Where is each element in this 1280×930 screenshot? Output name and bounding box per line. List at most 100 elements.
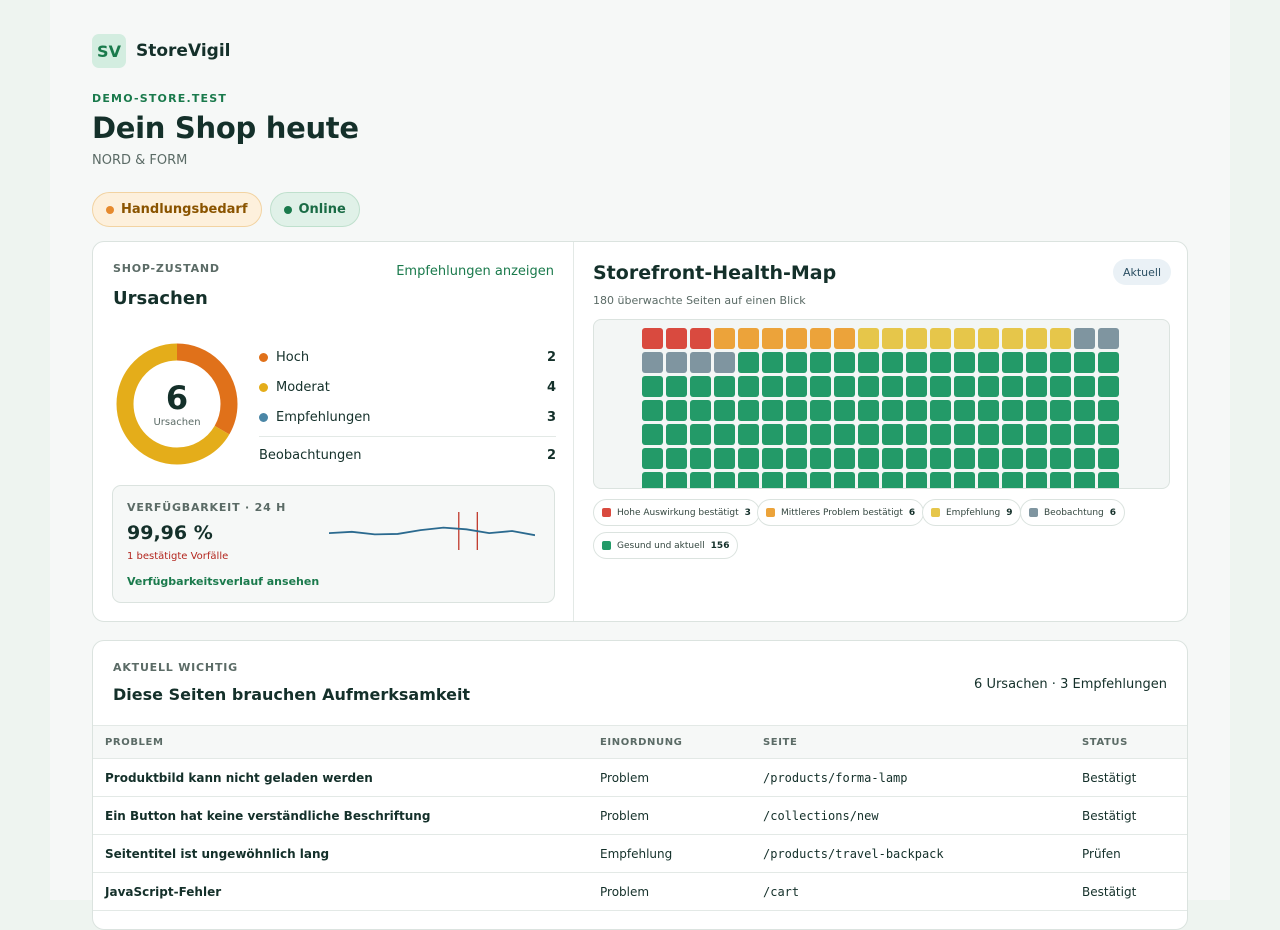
health-cell-healthy[interactable]	[978, 424, 999, 445]
health-cell-healthy[interactable]	[642, 472, 663, 488]
health-cell-healthy[interactable]	[906, 352, 927, 373]
health-cell-recommendation[interactable]	[882, 328, 903, 349]
health-cell-healthy[interactable]	[1050, 448, 1071, 469]
health-cell-recommendation[interactable]	[954, 328, 975, 349]
health-cell-healthy[interactable]	[786, 448, 807, 469]
health-cell-healthy[interactable]	[834, 472, 855, 488]
health-cell-healthy[interactable]	[762, 352, 783, 373]
health-cell-healthy[interactable]	[642, 376, 663, 397]
legend-chip-observation[interactable]: Beobachtung 6	[1020, 499, 1126, 526]
health-cell-healthy[interactable]	[882, 472, 903, 488]
health-cell-medium-problem[interactable]	[762, 328, 783, 349]
health-cell-healthy[interactable]	[810, 352, 831, 373]
column-header-page[interactable]: SEITE	[751, 725, 1070, 759]
table-row[interactable]: Seitentitel ist ungewöhnlich lang Empfeh…	[93, 834, 1187, 873]
health-cell-healthy[interactable]	[858, 352, 879, 373]
health-cell-healthy[interactable]	[1074, 424, 1095, 445]
health-cell-healthy[interactable]	[738, 448, 759, 469]
legend-chip-recommendation[interactable]: Empfehlung 9	[922, 499, 1022, 526]
health-cell-healthy[interactable]	[1098, 400, 1119, 421]
column-header-problem[interactable]: PROBLEM	[93, 725, 588, 759]
health-cell-healthy[interactable]	[666, 400, 687, 421]
health-cell-healthy[interactable]	[954, 352, 975, 373]
health-cell-healthy[interactable]	[906, 448, 927, 469]
brand[interactable]: SV StoreVigil	[92, 34, 1188, 68]
legend-item-observations[interactable]: Beobachtungen 2	[259, 437, 556, 473]
health-cell-healthy[interactable]	[738, 352, 759, 373]
health-cell-healthy[interactable]	[690, 424, 711, 445]
health-cell-recommendation[interactable]	[930, 328, 951, 349]
health-cell-healthy[interactable]	[810, 424, 831, 445]
health-cell-healthy[interactable]	[1026, 376, 1047, 397]
health-cell-healthy[interactable]	[930, 424, 951, 445]
health-cell-observation[interactable]	[714, 352, 735, 373]
health-cell-healthy[interactable]	[1002, 376, 1023, 397]
health-cell-healthy[interactable]	[1074, 352, 1095, 373]
health-cell-healthy[interactable]	[858, 400, 879, 421]
health-cell-healthy[interactable]	[738, 400, 759, 421]
health-cell-healthy[interactable]	[666, 472, 687, 488]
health-cell-high-impact[interactable]	[666, 328, 687, 349]
health-cell-healthy[interactable]	[1074, 376, 1095, 397]
health-cell-healthy[interactable]	[978, 448, 999, 469]
table-row[interactable]: Ein Button hat keine verständliche Besch…	[93, 796, 1187, 835]
health-cell-healthy[interactable]	[762, 376, 783, 397]
health-cell-healthy[interactable]	[858, 424, 879, 445]
health-cell-healthy[interactable]	[930, 400, 951, 421]
health-cell-healthy[interactable]	[738, 424, 759, 445]
health-cell-healthy[interactable]	[834, 400, 855, 421]
health-cell-healthy[interactable]	[978, 376, 999, 397]
health-cell-healthy[interactable]	[1098, 424, 1119, 445]
health-cell-healthy[interactable]	[930, 472, 951, 488]
health-cell-healthy[interactable]	[1050, 472, 1071, 488]
health-cell-healthy[interactable]	[810, 472, 831, 488]
column-header-category[interactable]: EINORDNUNG	[588, 725, 751, 759]
health-cell-recommendation[interactable]	[858, 328, 879, 349]
legend-chip-high-impact[interactable]: Hohe Auswirkung bestätigt 3	[593, 499, 760, 526]
health-cell-healthy[interactable]	[714, 400, 735, 421]
health-cell-healthy[interactable]	[882, 424, 903, 445]
legend-chip-healthy[interactable]: Gesund und aktuell 156	[593, 532, 739, 559]
health-cell-healthy[interactable]	[978, 400, 999, 421]
health-cell-healthy[interactable]	[954, 376, 975, 397]
health-cell-healthy[interactable]	[642, 424, 663, 445]
health-cell-healthy[interactable]	[666, 376, 687, 397]
health-cell-healthy[interactable]	[954, 424, 975, 445]
health-cell-medium-problem[interactable]	[738, 328, 759, 349]
health-cell-healthy[interactable]	[714, 424, 735, 445]
health-cell-medium-problem[interactable]	[714, 328, 735, 349]
health-cell-healthy[interactable]	[690, 400, 711, 421]
health-cell-observation[interactable]	[666, 352, 687, 373]
health-cell-healthy[interactable]	[1002, 448, 1023, 469]
health-cell-healthy[interactable]	[1026, 472, 1047, 488]
health-cell-healthy[interactable]	[906, 376, 927, 397]
health-cell-medium-problem[interactable]	[834, 328, 855, 349]
health-cell-healthy[interactable]	[666, 448, 687, 469]
health-cell-healthy[interactable]	[834, 352, 855, 373]
health-cell-healthy[interactable]	[978, 352, 999, 373]
column-header-status[interactable]: STATUS	[1070, 725, 1187, 759]
legend-item-moderate[interactable]: Moderat 4	[259, 372, 556, 402]
health-cell-observation[interactable]	[690, 352, 711, 373]
health-cell-healthy[interactable]	[906, 472, 927, 488]
health-cell-healthy[interactable]	[930, 448, 951, 469]
health-cell-recommendation[interactable]	[1002, 328, 1023, 349]
health-cell-healthy[interactable]	[762, 448, 783, 469]
health-cell-healthy[interactable]	[738, 472, 759, 488]
health-cell-medium-problem[interactable]	[810, 328, 831, 349]
health-cell-healthy[interactable]	[954, 448, 975, 469]
health-cell-healthy[interactable]	[714, 472, 735, 488]
health-cell-observation[interactable]	[1098, 328, 1119, 349]
health-cell-healthy[interactable]	[978, 472, 999, 488]
health-cell-healthy[interactable]	[762, 472, 783, 488]
health-cell-healthy[interactable]	[1098, 448, 1119, 469]
health-cell-healthy[interactable]	[882, 376, 903, 397]
health-cell-high-impact[interactable]	[642, 328, 663, 349]
health-cell-healthy[interactable]	[786, 424, 807, 445]
health-cell-healthy[interactable]	[930, 352, 951, 373]
health-cell-healthy[interactable]	[1050, 424, 1071, 445]
health-cell-observation[interactable]	[1074, 328, 1095, 349]
health-cell-healthy[interactable]	[714, 448, 735, 469]
health-cell-healthy[interactable]	[1098, 472, 1119, 488]
health-cell-observation[interactable]	[642, 352, 663, 373]
